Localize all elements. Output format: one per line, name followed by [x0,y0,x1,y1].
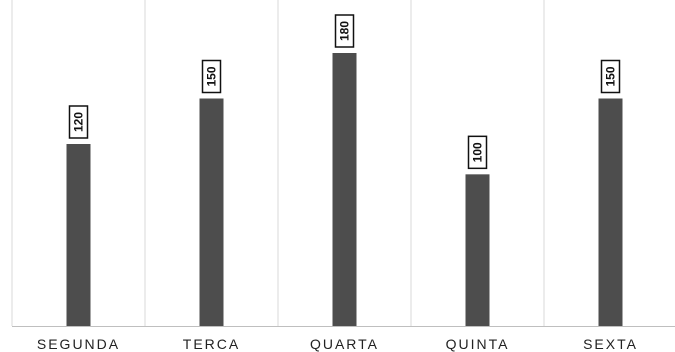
bar-terca [199,98,224,326]
x-tick-label: SEGUNDA [37,336,120,352]
data-label-box [600,59,621,94]
grid-lines [11,0,545,326]
data-label-segunda: 120 [68,105,89,139]
data-label-quarta: 180 [334,14,355,48]
bars [66,53,623,326]
bar-quarta [332,53,357,326]
data-label-text: 150 [205,66,219,86]
data-label-box [334,14,355,48]
data-label-box [68,105,89,139]
x-axis-tick-labels: SEGUNDA TERCA QUARTA QUINTA SEXTA [37,336,638,352]
data-label-box [201,59,222,94]
data-label-box [467,135,488,170]
data-label-sexta: 150 [600,59,621,94]
data-labels: 120 150 180 100 150 [68,14,621,170]
data-label-quinta: 100 [467,135,488,170]
bar-segunda [66,144,91,326]
data-label-text: 150 [604,66,618,86]
bar-sexta [598,98,623,326]
data-label-text: 120 [72,112,86,132]
bar-quinta [465,174,490,326]
x-tick-label: SEXTA [583,336,638,352]
x-tick-label: TERCA [183,336,240,352]
x-tick-label: QUINTA [446,336,510,352]
data-label-terca: 150 [201,59,222,94]
x-tick-label: QUARTA [310,336,379,352]
data-label-text: 180 [338,21,352,41]
data-label-text: 100 [471,142,485,162]
